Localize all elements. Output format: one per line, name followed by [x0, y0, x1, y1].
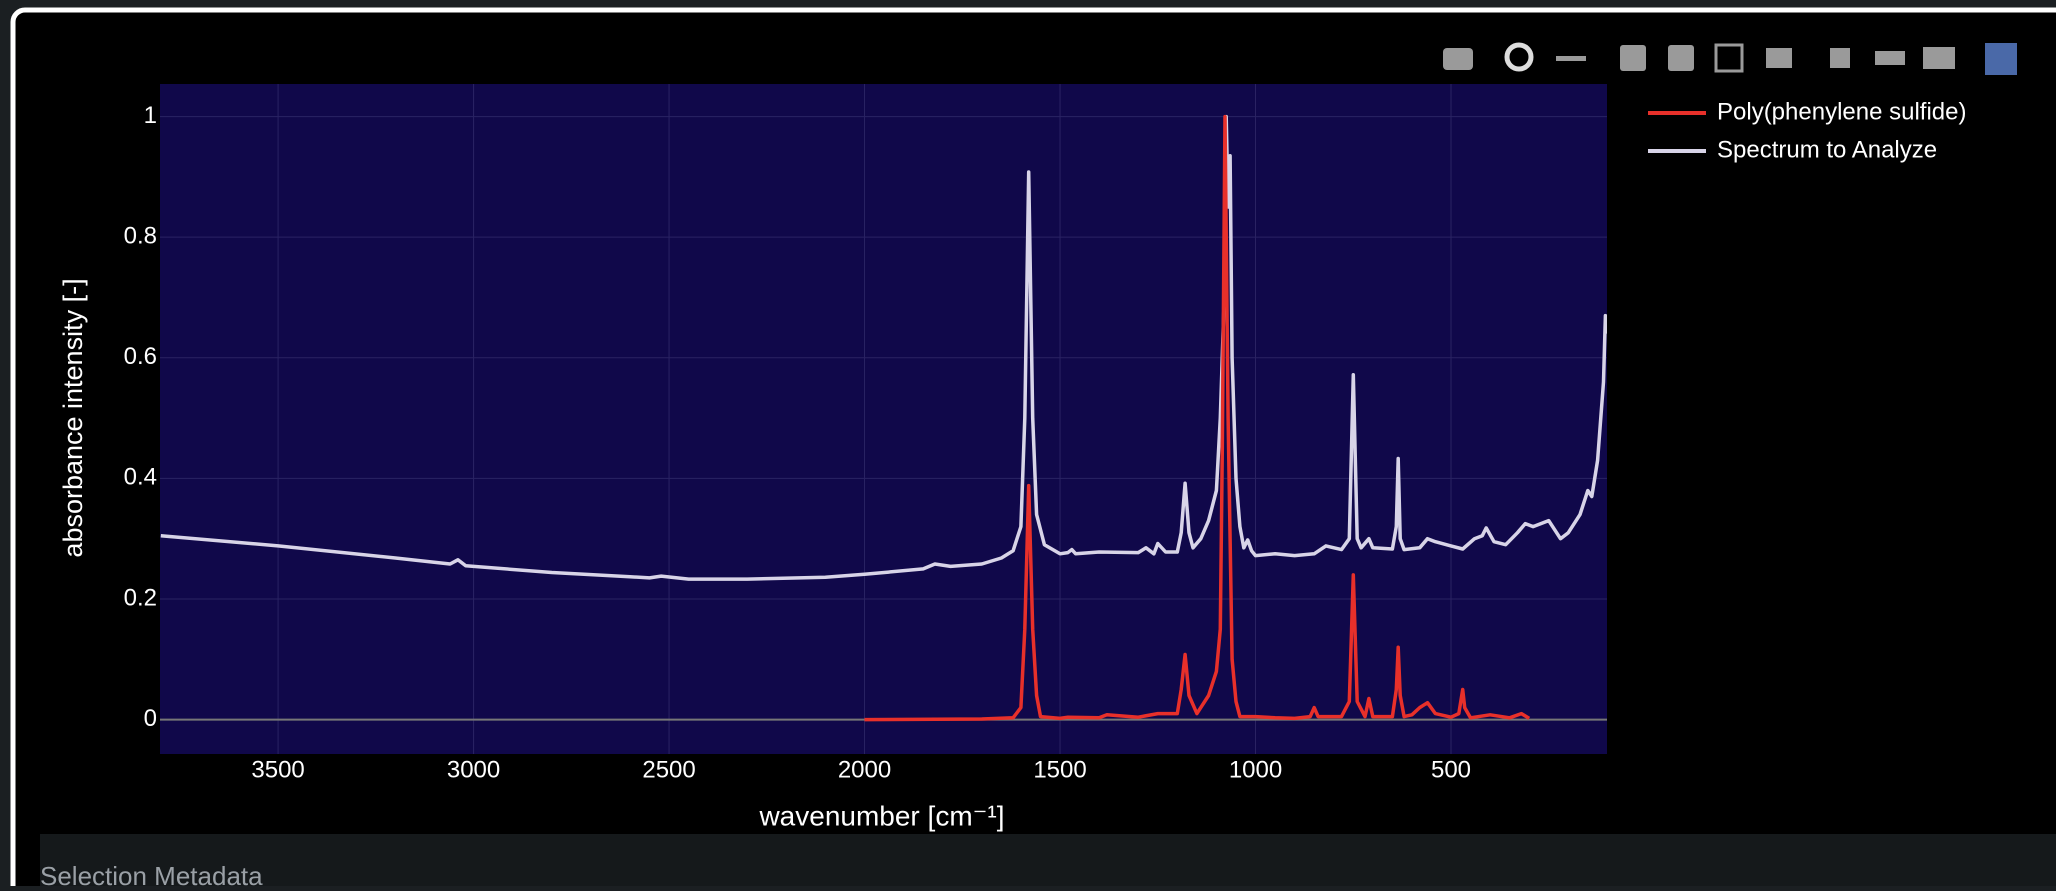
plot-area	[160, 84, 1607, 754]
x-tick-label: 2500	[642, 756, 695, 783]
x-tick-label: 2000	[838, 756, 891, 783]
tool-reset[interactable]	[1766, 48, 1792, 68]
tool-zoom[interactable]	[1504, 42, 1534, 72]
tool-logo[interactable]	[1985, 43, 2017, 75]
tool-zoom-in[interactable]	[1620, 45, 1646, 71]
tool-spike[interactable]	[1830, 48, 1850, 68]
y-tick-label: 0.8	[124, 223, 157, 250]
legend-label: Spectrum to Analyze	[1717, 136, 1937, 163]
spectrum-line	[864, 114, 1531, 722]
tool-hover-closest[interactable]	[1875, 51, 1905, 65]
tool-hover-compare[interactable]	[1923, 47, 1955, 69]
y-tick-label: 0.2	[124, 584, 157, 611]
metadata-area	[40, 834, 2056, 886]
tool-camera[interactable]	[1443, 48, 1473, 70]
legend-label: Poly(phenylene sulfide)	[1717, 98, 1966, 125]
y-tick-label: 1	[144, 102, 157, 129]
x-tick-label: 3500	[251, 756, 304, 783]
tool-pan[interactable]	[1556, 56, 1586, 61]
tool-zoom-out[interactable]	[1668, 45, 1694, 71]
spectrum-line	[160, 114, 1607, 581]
footer-text: Selection Metadata	[40, 861, 263, 886]
y-tick-label: 0.4	[124, 464, 157, 491]
toolbar[interactable]	[1443, 42, 2017, 75]
y-tick-label: 0	[144, 705, 157, 732]
x-tick-label: 500	[1431, 756, 1471, 783]
tool-autoscale[interactable]	[1714, 43, 1744, 73]
x-tick-label: 1000	[1229, 756, 1282, 783]
x-tick-label: 1500	[1033, 756, 1086, 783]
x-axis-title: wavenumber [cm⁻¹]	[758, 800, 1004, 831]
y-axis-title: absorbance intensity [-]	[58, 278, 88, 557]
y-tick-label: 0.6	[124, 343, 157, 370]
plot-lines	[160, 114, 1607, 722]
x-tick-label: 3000	[447, 756, 500, 783]
